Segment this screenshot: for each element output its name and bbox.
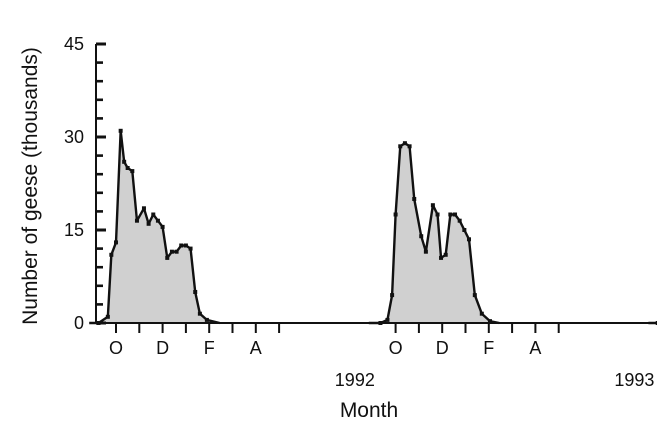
x-month-label: F <box>204 338 215 358</box>
data-point <box>165 255 170 260</box>
x-month-label: O <box>389 338 403 358</box>
data-point <box>151 212 156 217</box>
data-point <box>472 293 477 298</box>
data-point <box>160 224 165 229</box>
data-point <box>134 218 139 223</box>
y-tick-label: 0 <box>74 313 84 333</box>
data-point <box>435 212 440 217</box>
season-2-area <box>368 143 500 323</box>
data-point <box>398 144 403 149</box>
y-tick-label: 30 <box>64 127 84 147</box>
y-tick-label: 15 <box>64 220 84 240</box>
data-point <box>390 293 395 298</box>
data-point <box>655 321 657 325</box>
season-3-area <box>648 84 657 323</box>
data-point <box>122 159 127 164</box>
data-point <box>197 311 202 316</box>
data-point <box>193 290 198 294</box>
data-point <box>118 128 123 133</box>
data-point <box>393 212 398 217</box>
data-point <box>155 218 160 223</box>
x-month-label: A <box>250 338 262 358</box>
x-month-label: A <box>529 338 541 358</box>
data-point <box>109 252 114 257</box>
data-point <box>385 317 390 322</box>
data-point <box>419 234 424 239</box>
x-month-label: O <box>109 338 123 358</box>
data-point <box>443 252 448 257</box>
data-point <box>439 255 444 260</box>
data-point <box>407 144 412 149</box>
x-month-label: D <box>436 338 449 358</box>
data-point <box>146 221 151 226</box>
season-2-line <box>368 141 500 325</box>
data-point <box>448 212 453 217</box>
data-point <box>169 249 174 254</box>
data-point <box>423 249 428 254</box>
data-point <box>125 166 130 170</box>
season-3-line <box>648 321 657 325</box>
data-point <box>402 141 407 146</box>
data-point <box>412 197 417 201</box>
season-1-area <box>89 130 220 323</box>
data-point <box>457 218 462 223</box>
data-point <box>487 319 492 324</box>
x-year-label: 1993 <box>614 370 654 390</box>
data-point <box>130 169 135 174</box>
data-point <box>141 206 146 211</box>
data-point <box>204 317 209 322</box>
data-point <box>466 237 471 242</box>
x-year-label: 1992 <box>335 370 375 390</box>
data-point <box>183 243 188 248</box>
x-month-label: D <box>156 338 169 358</box>
data-point <box>188 246 193 251</box>
data-point <box>453 212 458 217</box>
data-point <box>114 240 118 245</box>
y-tick-label: 45 <box>64 34 84 54</box>
data-point <box>462 228 467 232</box>
plot-area <box>89 84 657 325</box>
x-axis-title: Month <box>340 399 398 422</box>
y-axis-title: Number of geese (thousands) <box>19 47 42 325</box>
axes: 0153045ODFAODFA1992ODFA1993ODFA1994ODFA1… <box>64 34 655 390</box>
data-point <box>174 249 179 254</box>
data-point <box>105 314 110 319</box>
data-point <box>179 243 184 248</box>
x-month-label: F <box>483 338 494 358</box>
data-point <box>479 311 484 316</box>
data-point <box>430 203 435 208</box>
